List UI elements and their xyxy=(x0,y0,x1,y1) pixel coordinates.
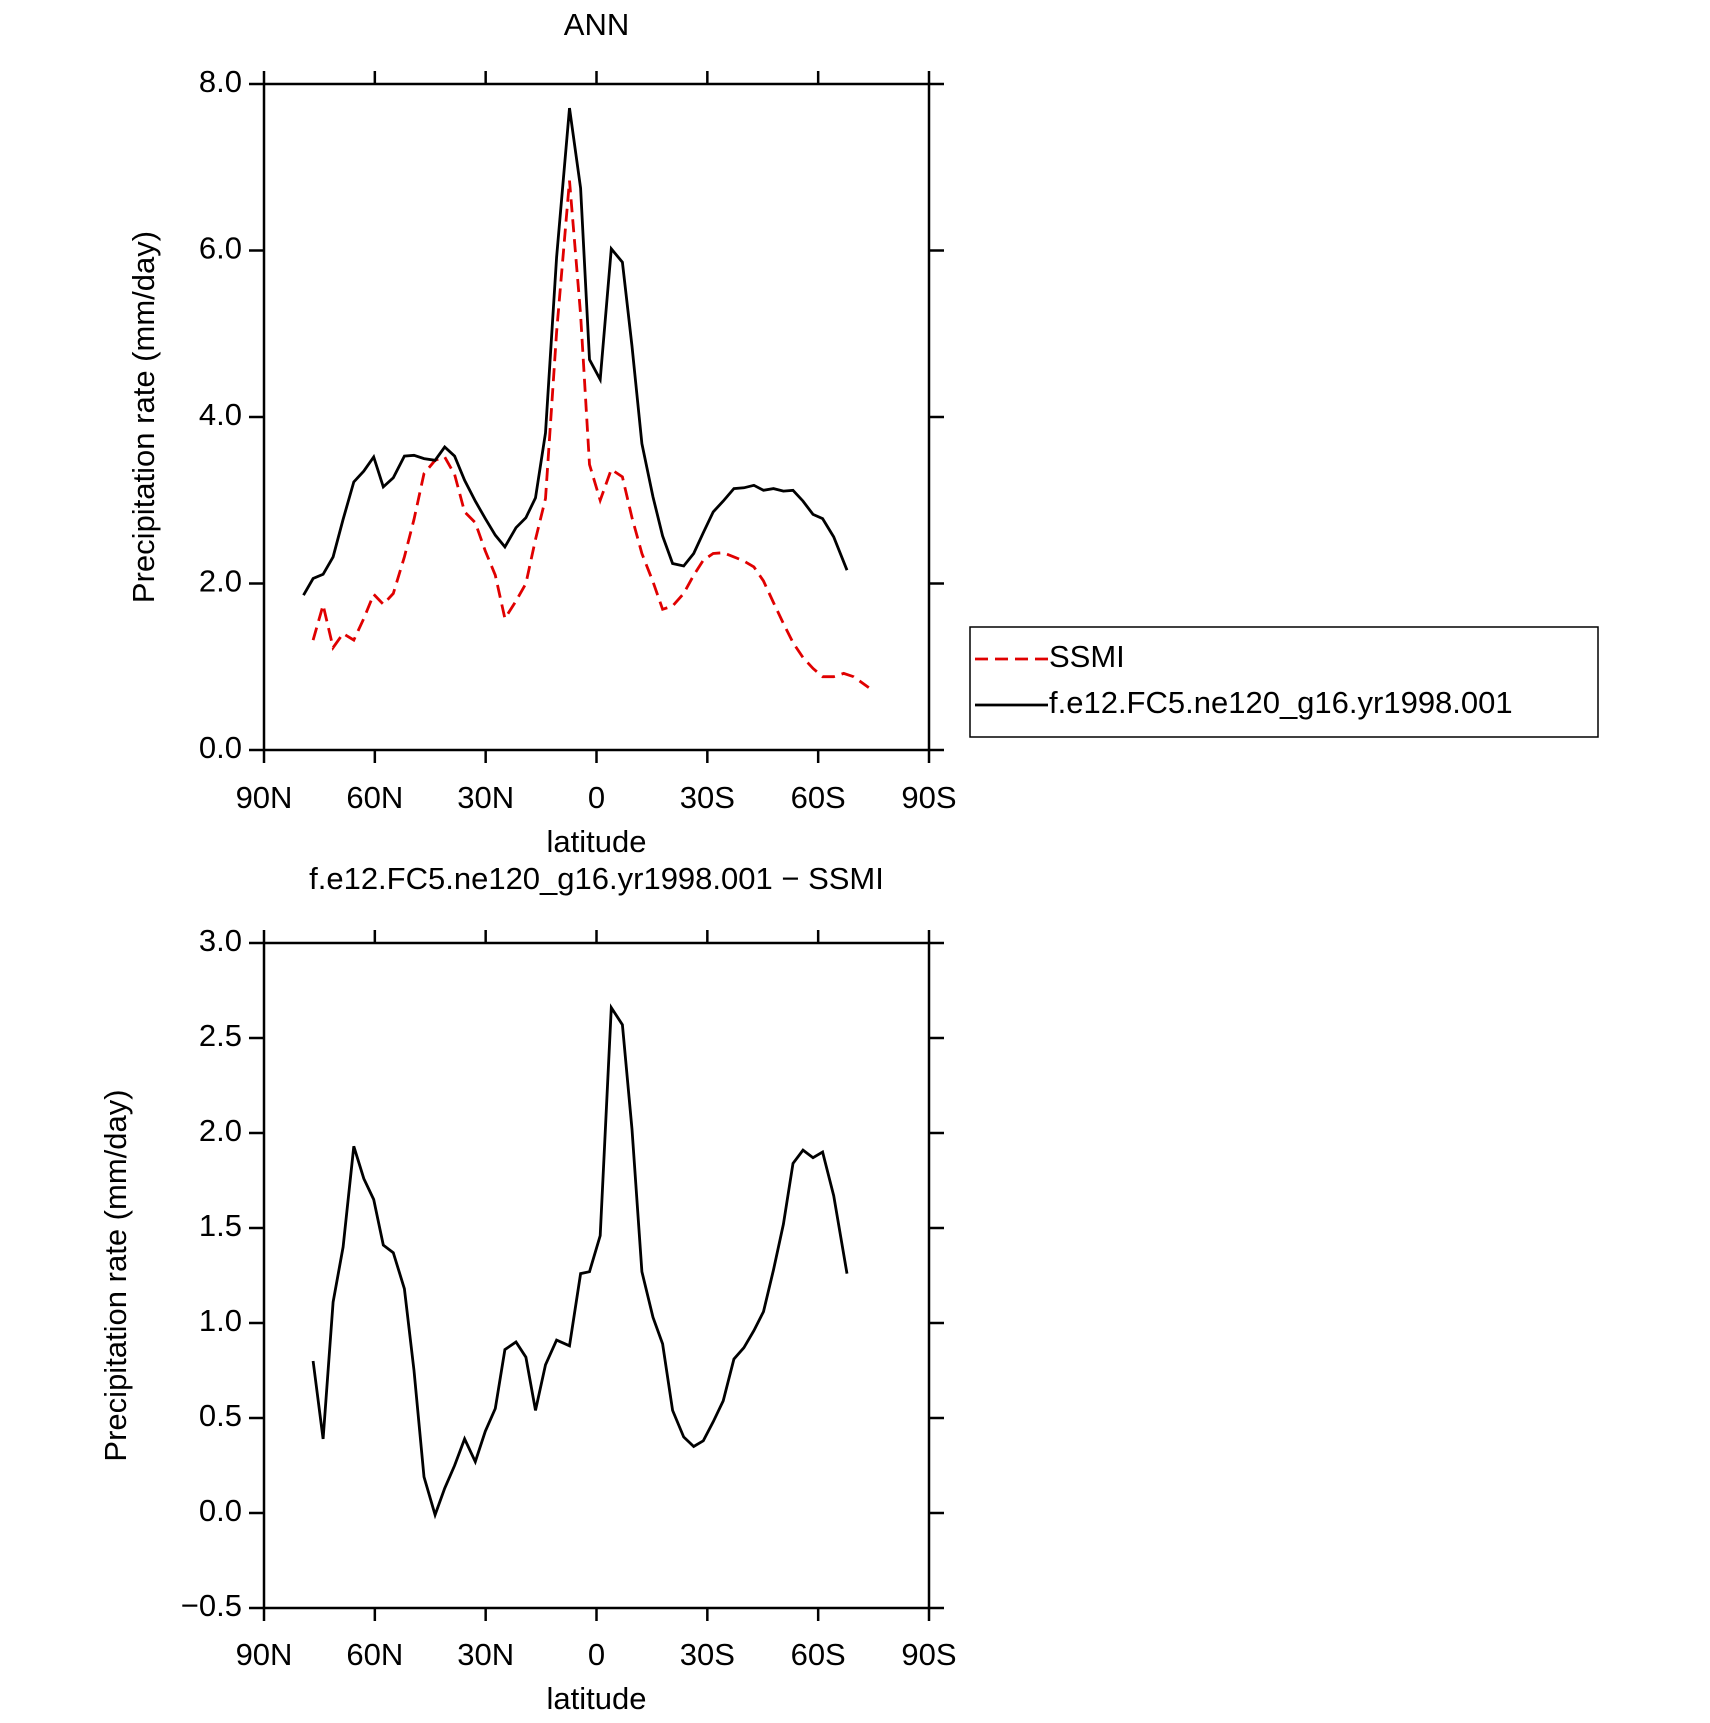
legend-label: SSMI xyxy=(1049,639,1125,674)
x-tick-label: 0 xyxy=(588,780,605,815)
y-tick-label: 2.5 xyxy=(199,1018,242,1053)
x-tick-label: 60N xyxy=(346,1637,403,1672)
y-tick-label: 2.0 xyxy=(199,1113,242,1148)
y-tick-label: 6.0 xyxy=(199,231,242,266)
x-tick-label: 90S xyxy=(901,1637,956,1672)
y-tick-label: 0.0 xyxy=(199,1493,242,1528)
plot-frame xyxy=(262,82,931,752)
x-tick-label: 30N xyxy=(457,1637,514,1672)
y-tick-label: 2.0 xyxy=(199,564,242,599)
x-axis-label: latitude xyxy=(547,824,647,859)
legend-label: f.e12.FC5.ne120_g16.yr1998.001 xyxy=(1049,685,1513,720)
y-tick-label: 4.0 xyxy=(199,397,242,432)
y-tick-label: 1.0 xyxy=(199,1303,242,1338)
x-tick-label: 60S xyxy=(791,780,846,815)
y-tick-label: 8.0 xyxy=(199,64,242,99)
x-tick-label: 90N xyxy=(236,780,293,815)
chart-title: f.e12.FC5.ne120_g16.yr1998.001 − SSMI xyxy=(309,861,884,896)
chart-title: ANN xyxy=(564,7,629,42)
y-axis-label: Precipitation rate (mm/day) xyxy=(98,1089,133,1461)
y-tick-label: 0.0 xyxy=(199,730,242,765)
x-tick-label: 60N xyxy=(346,780,403,815)
data-line xyxy=(311,1003,849,1520)
data-line xyxy=(311,180,870,689)
x-tick-label: 30S xyxy=(680,1637,735,1672)
legend: SSMI f.e12.FC5.ne120_g16.yr1998.001 xyxy=(969,626,1599,738)
y-tick-label: −0.5 xyxy=(181,1588,242,1623)
data-line xyxy=(302,107,849,596)
x-axis-label: latitude xyxy=(547,1681,647,1716)
y-axis-label: Precipitation rate (mm/day) xyxy=(126,231,161,603)
y-tick-label: 1.5 xyxy=(199,1208,242,1243)
x-tick-label: 60S xyxy=(791,1637,846,1672)
legend-box xyxy=(969,626,1599,738)
x-tick-label: 30S xyxy=(680,780,735,815)
plot-frame xyxy=(262,941,931,1610)
x-tick-label: 90N xyxy=(236,1637,293,1672)
x-tick-label: 0 xyxy=(588,1637,605,1672)
x-tick-label: 90S xyxy=(901,780,956,815)
x-tick-label: 30N xyxy=(457,780,514,815)
y-tick-label: 3.0 xyxy=(199,923,242,958)
y-tick-label: 0.5 xyxy=(199,1398,242,1433)
